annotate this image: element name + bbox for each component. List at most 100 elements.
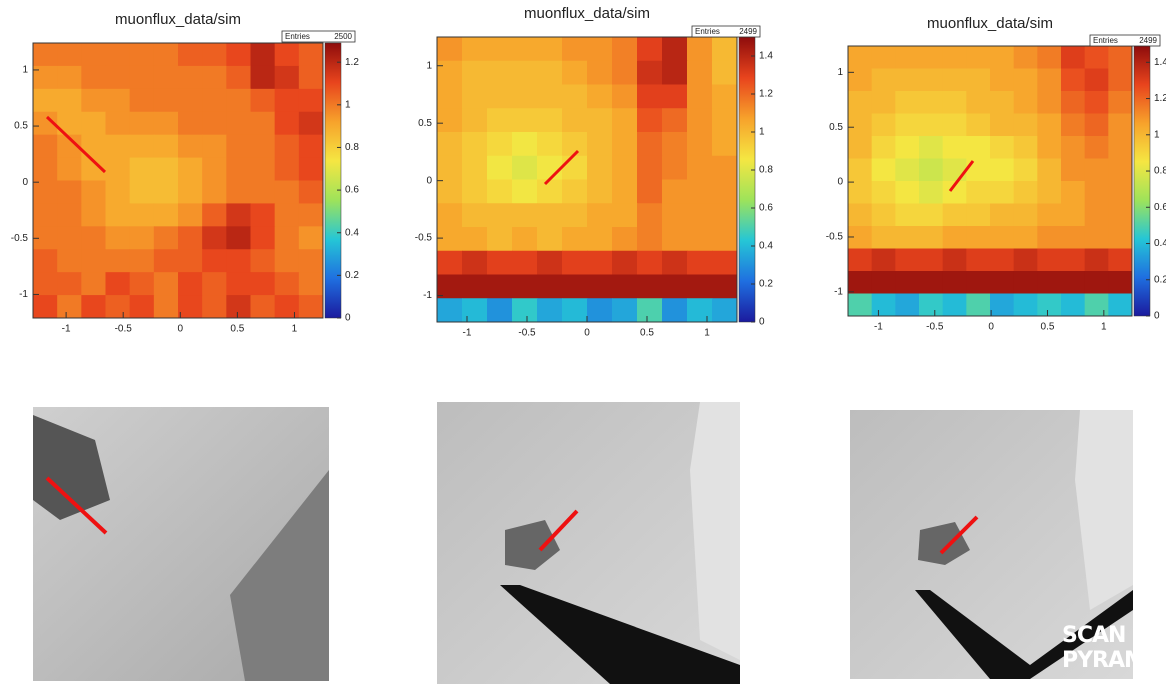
cell (250, 180, 276, 204)
chart-title: muonflux_data/sim (115, 11, 241, 28)
cell (848, 271, 873, 294)
cell (587, 250, 613, 275)
x-tick-label: 1 (292, 324, 298, 335)
cell (274, 43, 300, 67)
cell (712, 298, 738, 323)
colorbar-label: 1.4 (1154, 57, 1166, 68)
cell (848, 136, 873, 159)
cavity (505, 520, 560, 570)
cell (687, 84, 713, 109)
cell (462, 132, 488, 157)
x-tick-label: -0.5 (518, 328, 536, 339)
cell (487, 155, 513, 180)
cell (33, 272, 58, 296)
cell (202, 272, 227, 296)
cell (1061, 136, 1086, 159)
cell (153, 111, 179, 136)
cell (1084, 46, 1109, 69)
cell (587, 274, 613, 299)
cell (202, 157, 227, 181)
cell (81, 88, 106, 113)
cell (202, 295, 227, 319)
cell (129, 272, 155, 296)
cell (437, 203, 463, 228)
cell (105, 65, 131, 90)
cell (848, 293, 873, 317)
cell (662, 108, 688, 133)
cell (512, 203, 538, 228)
cell (942, 68, 967, 92)
marker-line (538, 509, 579, 552)
cell (202, 65, 227, 90)
cell (562, 108, 588, 133)
colorbar-label: 0 (759, 317, 765, 328)
stats-name: Entries (1093, 36, 1118, 45)
cell (274, 272, 300, 296)
cell (712, 179, 738, 204)
cell (848, 248, 873, 272)
cell (512, 108, 538, 133)
cell (33, 65, 58, 90)
cell (81, 295, 106, 319)
cell (1084, 181, 1109, 204)
cell (202, 134, 227, 159)
cell (274, 65, 300, 90)
cell (966, 113, 991, 137)
cell (462, 37, 488, 62)
cell (487, 274, 513, 299)
cell (990, 181, 1015, 204)
cell (871, 248, 896, 272)
cell (1061, 46, 1086, 69)
cell (919, 226, 944, 249)
cell (153, 88, 179, 113)
cell (178, 43, 203, 67)
colorbar-label: 1 (759, 127, 765, 138)
cell (105, 88, 131, 113)
x-tick-label: -1 (874, 322, 883, 333)
cell (512, 274, 538, 299)
y-tick-label: 1 (837, 67, 843, 78)
cell (712, 227, 738, 252)
cavity (33, 415, 110, 520)
cell (1108, 68, 1133, 92)
colorbar-label: 0.6 (759, 203, 773, 214)
cell (637, 108, 663, 133)
cell (274, 157, 300, 181)
cell (33, 134, 58, 159)
cell (178, 272, 203, 296)
cell (662, 155, 688, 180)
cell (562, 84, 588, 109)
colorbar-label: 0.4 (345, 227, 359, 238)
cell (612, 60, 638, 85)
cell (437, 274, 463, 299)
cell (637, 227, 663, 252)
cell (226, 111, 251, 136)
cell (637, 179, 663, 204)
colorbar (738, 36, 756, 323)
cell (81, 111, 106, 136)
cell (1013, 226, 1038, 249)
cell (1108, 293, 1133, 317)
cell (587, 227, 613, 252)
cell (178, 180, 203, 204)
cell (129, 134, 155, 159)
cell (487, 84, 513, 109)
cell (437, 84, 463, 109)
cell (662, 250, 688, 275)
cell (1108, 226, 1133, 249)
cell (848, 91, 873, 114)
cell (298, 226, 324, 250)
cell (637, 274, 663, 299)
pyramid-face (230, 470, 329, 681)
cell (662, 60, 688, 85)
cell (81, 203, 106, 227)
cell (662, 298, 688, 323)
cell (537, 84, 563, 109)
cell (537, 274, 563, 299)
cell (612, 132, 638, 157)
cell (487, 298, 513, 323)
cell (687, 298, 713, 323)
cell (871, 226, 896, 249)
cell (178, 249, 203, 273)
cell (612, 179, 638, 204)
